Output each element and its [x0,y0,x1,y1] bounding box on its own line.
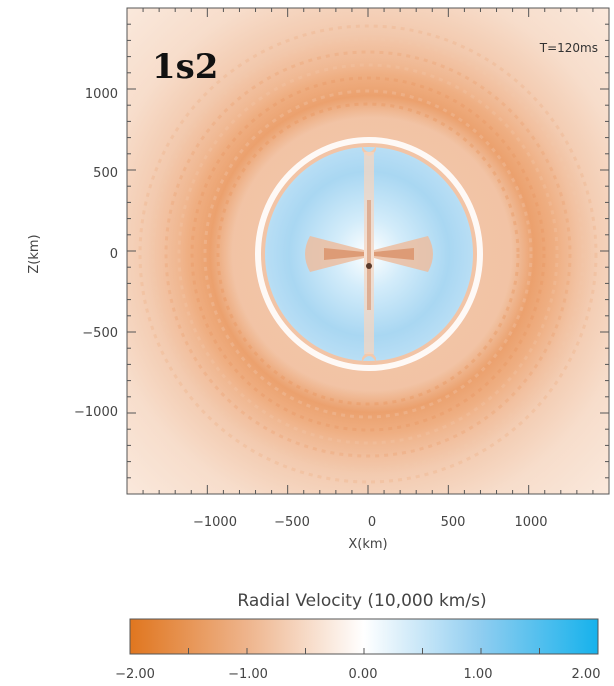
colorbar-tick-label: −2.00 [115,667,155,682]
shell-ripples [138,24,598,484]
equatorial-core-right [374,248,414,260]
shell-ripple-ring [203,89,533,419]
polar-axis-core [367,200,371,310]
colorbar-tick-label: −1.00 [228,667,268,682]
x-tick-label: −500 [274,515,310,530]
colorbar-tick-label: 2.00 [572,667,601,682]
y-axis-label: Z(km) [27,234,42,273]
axis-ticks [127,8,609,494]
center-point [366,263,372,269]
shell-ripple-ring [151,37,585,471]
shell-ripple-ring [138,24,598,484]
colorbar-tick-label: 0.00 [349,667,378,682]
y-tick-label: 1000 [85,87,118,102]
x-axis-label: X(km) [348,537,387,552]
inner-boundary-glow [255,137,483,371]
panel-label: 1s2 [152,47,218,87]
shell-ripple-ring [216,102,520,406]
colorbar-title: Radial Velocity (10,000 km/s) [237,591,486,611]
y-tick-labels: 1000 500 0 −500 −1000 [74,87,118,420]
shell-ripple-ring [177,63,559,445]
x-tick-labels: −1000 −500 0 500 1000 [193,515,548,530]
colorbar-ticks [129,648,599,654]
colorbar-tick-label: 1.00 [464,667,493,682]
x-tick-label: 500 [441,515,466,530]
plot-area [127,8,609,494]
equatorial-core-left [324,248,364,260]
x-tick-label: −1000 [193,515,237,530]
y-tick-label: −500 [82,326,118,341]
shell-ripple-ring [164,50,572,458]
shell-ripple-ring [190,76,546,432]
y-tick-label: 500 [93,166,118,181]
y-tick-label: −1000 [74,405,118,420]
colorbar-tick-labels: −2.00 −1.00 0.00 1.00 2.00 [115,667,600,682]
x-tick-label: 1000 [514,515,547,530]
y-tick-label: 0 [110,247,118,262]
time-label: T=120ms [539,41,598,55]
x-tick-label: 0 [368,515,376,530]
lower-notch [362,352,376,362]
